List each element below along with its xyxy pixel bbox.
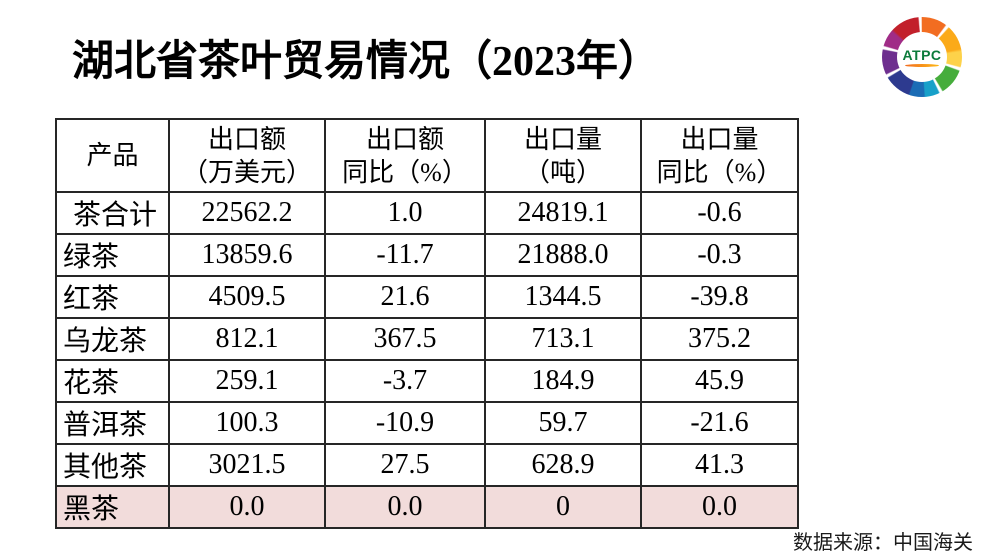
table-row: 乌龙茶 812.1 367.5 713.1 375.2 xyxy=(55,317,799,361)
export-volume-yoy-cell: -0.6 xyxy=(640,191,799,235)
export-volume-yoy-cell: 375.2 xyxy=(640,317,799,361)
export-volume-cell: 0 xyxy=(484,485,642,529)
export-value-cell: 259.1 xyxy=(168,359,326,403)
logo-center: ATPC xyxy=(882,17,962,97)
table-row: 普洱茶 100.3 -10.9 59.7 -21.6 xyxy=(55,401,799,445)
product-cell: 花茶 xyxy=(55,359,170,403)
export-value-yoy-cell: 1.0 xyxy=(324,191,486,235)
export-volume-yoy-cell: -0.3 xyxy=(640,233,799,277)
header-row: 产品 出口额 （万美元） 出口额 同比（%） 出口量 （吨） 出口量 同比（%） xyxy=(55,118,799,193)
export-volume-yoy-cell: 45.9 xyxy=(640,359,799,403)
export-volume-cell: 24819.1 xyxy=(484,191,642,235)
table-row: 绿茶 13859.6 -11.7 21888.0 -0.3 xyxy=(55,233,799,277)
header-line: （吨） xyxy=(523,157,602,187)
col-header-export-volume-yoy: 出口量 同比（%） xyxy=(640,118,799,193)
col-header-export-value: 出口额 （万美元） xyxy=(168,118,326,193)
header-line: 出口额 xyxy=(365,124,444,154)
export-value-yoy-cell: 27.5 xyxy=(324,443,486,487)
product-cell: 乌龙茶 xyxy=(55,317,170,361)
export-volume-cell: 628.9 xyxy=(484,443,642,487)
export-value-cell: 100.3 xyxy=(168,401,326,445)
product-cell: 绿茶 xyxy=(55,233,170,277)
export-volume-yoy-cell: -39.8 xyxy=(640,275,799,319)
export-value-cell: 812.1 xyxy=(168,317,326,361)
product-cell: 茶合计 xyxy=(55,191,170,235)
export-value-cell: 0.0 xyxy=(168,485,326,529)
export-volume-cell: 21888.0 xyxy=(484,233,642,277)
header-line: 出口量 xyxy=(680,124,759,154)
col-header-product: 产品 xyxy=(55,118,170,193)
product-cell: 其他茶 xyxy=(55,443,170,487)
export-volume-cell: 1344.5 xyxy=(484,275,642,319)
export-value-yoy-cell: 21.6 xyxy=(324,275,486,319)
header-line: 出口量 xyxy=(523,124,602,154)
export-volume-yoy-cell: 0.0 xyxy=(640,485,799,529)
rainbow-swirl-icon xyxy=(882,17,962,97)
export-value-cell: 13859.6 xyxy=(168,233,326,277)
product-cell: 黑茶 xyxy=(55,485,170,529)
export-value-cell: 3021.5 xyxy=(168,443,326,487)
export-value-cell: 22562.2 xyxy=(168,191,326,235)
table-row: 茶合计 22562.2 1.0 24819.1 -0.6 xyxy=(55,191,799,235)
export-value-yoy-cell: 0.0 xyxy=(324,485,486,529)
export-volume-cell: 184.9 xyxy=(484,359,642,403)
export-value-yoy-cell: -3.7 xyxy=(324,359,486,403)
export-volume-yoy-cell: 41.3 xyxy=(640,443,799,487)
table-row: 花茶 259.1 -3.7 184.9 45.9 xyxy=(55,359,799,403)
header-line: 同比（%） xyxy=(342,157,468,187)
col-header-export-volume: 出口量 （吨） xyxy=(484,118,642,193)
export-value-yoy-cell: 367.5 xyxy=(324,317,486,361)
header-line: 同比（%） xyxy=(656,157,783,187)
header-line: （万美元） xyxy=(181,157,312,187)
export-volume-yoy-cell: -21.6 xyxy=(640,401,799,445)
product-cell: 红茶 xyxy=(55,275,170,319)
table-row: 红茶 4509.5 21.6 1344.5 -39.8 xyxy=(55,275,799,319)
table-row-highlighted: 黑茶 0.0 0.0 0 0.0 xyxy=(55,485,799,529)
atpc-logo: ATPC xyxy=(882,17,962,97)
export-volume-cell: 59.7 xyxy=(484,401,642,445)
logo-swoosh-icon xyxy=(905,63,939,67)
logo-text: ATPC xyxy=(902,46,942,63)
product-cell: 普洱茶 xyxy=(55,401,170,445)
header-line: 出口额 xyxy=(207,124,286,154)
data-source: 数据来源：中国海关 xyxy=(793,532,973,554)
header-line: 产品 xyxy=(86,141,139,170)
page-title: 湖北省茶叶贸易情况（2023年） xyxy=(72,39,661,85)
col-header-export-value-yoy: 出口额 同比（%） xyxy=(324,118,486,193)
tea-trade-table: 产品 出口额 （万美元） 出口额 同比（%） 出口量 （吨） 出口量 同比（%） xyxy=(55,118,799,529)
export-volume-cell: 713.1 xyxy=(484,317,642,361)
table-row: 其他茶 3021.5 27.5 628.9 41.3 xyxy=(55,443,799,487)
export-value-yoy-cell: -11.7 xyxy=(324,233,486,277)
export-value-yoy-cell: -10.9 xyxy=(324,401,486,445)
export-value-cell: 4509.5 xyxy=(168,275,326,319)
